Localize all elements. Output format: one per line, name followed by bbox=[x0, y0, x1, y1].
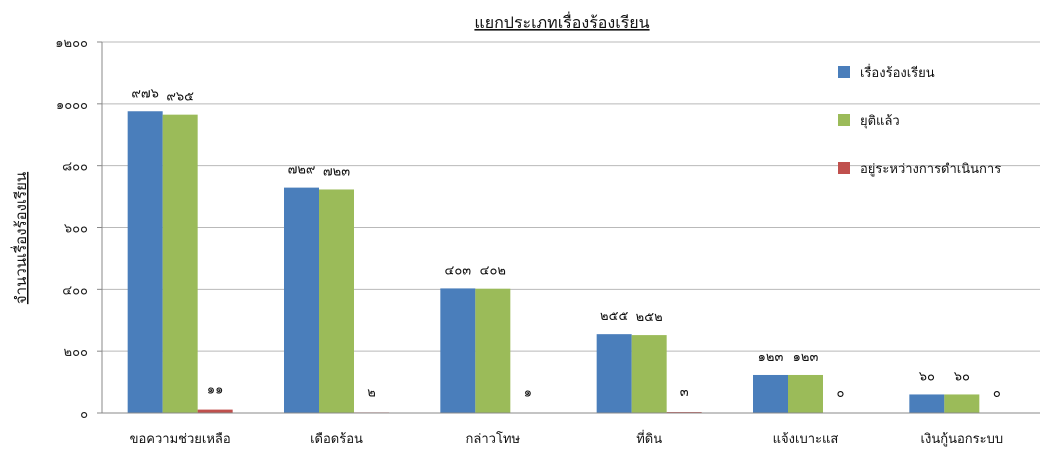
data-label: ๙๖๕ bbox=[166, 90, 194, 105]
x-category-label: ที่ดิน bbox=[636, 430, 662, 447]
data-label: ๙๗๖ bbox=[131, 86, 159, 101]
data-label: ๐ bbox=[837, 386, 845, 401]
bar-2 bbox=[788, 374, 823, 413]
data-label: ๖๐ bbox=[919, 369, 935, 384]
data-label: ๑๒๓ bbox=[758, 350, 784, 365]
gridlines bbox=[102, 41, 1040, 352]
bar-2 bbox=[944, 394, 980, 413]
bar-1 bbox=[284, 187, 319, 413]
bar-1 bbox=[127, 111, 163, 414]
axes bbox=[97, 41, 1040, 414]
x-category-label: ขอความช่วยเหลือ bbox=[130, 431, 231, 447]
data-label: ๓ bbox=[680, 385, 689, 400]
legend: เรื่องร้องเรียนยุติแล้วอยู่ระหว่างการดำเ… bbox=[838, 64, 1001, 177]
y-tick-label: ๑๒๐๐ bbox=[55, 36, 88, 51]
bar-3 bbox=[197, 409, 233, 413]
legend-swatch bbox=[838, 66, 850, 78]
data-label: ๗๒๓ bbox=[323, 164, 350, 179]
data-label: ๐ bbox=[993, 386, 1001, 401]
legend-swatch bbox=[838, 162, 850, 174]
y-axis-label: จำนวนเรื่องร้องเรียน bbox=[10, 172, 30, 304]
data-label: ๔๐๓ bbox=[444, 263, 471, 278]
bar-2 bbox=[631, 335, 667, 413]
legend-label: อยู่ระหว่างการดำเนินการ bbox=[860, 162, 1001, 177]
y-tick-label: ๑๐๐๐ bbox=[56, 98, 88, 113]
bar-1 bbox=[596, 334, 632, 413]
labels-layer: ๐๒๐๐๔๐๐๖๐๐๘๐๐๑๐๐๐๑๒๐๐ขอความช่วยเหลือ๙๗๖๙… bbox=[55, 36, 1003, 447]
y-tick-label: ๒๐๐ bbox=[64, 345, 89, 360]
data-label: ๔๐๒ bbox=[480, 264, 506, 279]
bar-2 bbox=[319, 189, 354, 413]
data-label: ๒ bbox=[367, 385, 376, 400]
data-label: ๖๐ bbox=[954, 369, 970, 384]
data-label: ๑๑ bbox=[207, 383, 224, 398]
bars-layer bbox=[127, 111, 980, 414]
data-label: ๒๕๒ bbox=[636, 310, 663, 325]
x-category-label: แจ้งเบาะแส bbox=[773, 432, 839, 447]
bar-1 bbox=[440, 288, 476, 413]
x-category-label: เดือดร้อน bbox=[310, 431, 363, 447]
x-category-label: กล่าวโทษ bbox=[466, 431, 521, 447]
x-category-label: เงินกู้นอกระบบ bbox=[921, 432, 1004, 447]
y-tick-label: ๘๐๐ bbox=[62, 160, 88, 175]
data-label: ๑ bbox=[524, 386, 532, 401]
bar-1 bbox=[909, 394, 945, 413]
bar-2 bbox=[162, 114, 198, 413]
y-tick-label: ๔๐๐ bbox=[62, 283, 88, 298]
chart-title: แยกประเภทเรื่องร้องเรียน bbox=[474, 11, 649, 32]
data-label: ๗๒๙ bbox=[288, 163, 316, 178]
bar-2 bbox=[475, 288, 511, 413]
y-tick-label: ๐ bbox=[80, 407, 88, 422]
data-label: ๒๕๕ bbox=[600, 309, 628, 324]
legend-label: เรื่องร้องเรียน bbox=[860, 64, 935, 81]
y-tick-label: ๖๐๐ bbox=[64, 222, 88, 237]
bar-1 bbox=[753, 374, 788, 413]
legend-label: ยุติแล้ว bbox=[860, 114, 900, 129]
legend-swatch bbox=[838, 114, 850, 126]
data-label: ๑๒๓ bbox=[793, 350, 819, 365]
